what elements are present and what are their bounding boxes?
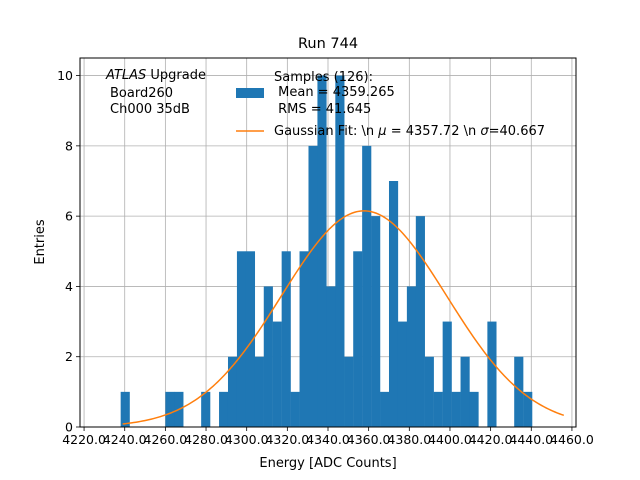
legend-hist-swatch [236, 88, 264, 98]
legend-fit-label: Gaussian Fit: \n μ = 4357.72 \n σ=40.667 [274, 124, 545, 139]
histogram-bar [272, 321, 282, 427]
histogram-bar [281, 251, 291, 427]
annotation-atlas: ATLAS [105, 68, 146, 83]
histogram-bar [326, 286, 336, 427]
legend-fit-sigma-symbol: σ [480, 124, 489, 139]
x-tick-label: 4440.0 [509, 432, 553, 447]
y-axis-title: Entries [33, 219, 48, 265]
histogram-bar [299, 251, 309, 427]
annotation-block: ATLAS Upgrade Board260 Ch000 35dB [105, 68, 206, 117]
legend-hist-line3: RMS = 41.645 [274, 102, 371, 117]
histogram-bar [245, 251, 256, 427]
x-tick-label: 4260.0 [144, 432, 188, 447]
annotation-upgrade: Upgrade [146, 68, 206, 83]
legend: Samples (126): Mean = 4359.265 RMS = 41.… [236, 70, 545, 139]
histogram-bar [514, 356, 524, 427]
histogram-bar [219, 391, 229, 427]
y-axis-ticks: 0 2 4 6 8 10 [57, 68, 80, 435]
svg-text:ATLAS Upgrade: ATLAS Upgrade [105, 68, 206, 83]
legend-fit-sigma-value: =40.667 [489, 124, 545, 139]
legend-fit-mu-symbol: μ [377, 124, 386, 139]
histogram-bar [415, 216, 425, 427]
histogram-bar [433, 391, 443, 427]
annotation-board: Board260 [110, 86, 173, 101]
histogram-bar [451, 391, 461, 427]
histogram-bar [424, 356, 434, 427]
gaussian-fit-curve [122, 210, 565, 425]
histogram-bar [227, 356, 238, 427]
histogram-bar [442, 321, 452, 427]
histogram-bar [353, 251, 363, 427]
histogram-bar [290, 391, 300, 427]
y-tick-label: 0 [65, 420, 73, 435]
histogram-bar [380, 391, 390, 427]
histogram-bar [487, 321, 497, 427]
x-tick-label: 4400.0 [428, 432, 472, 447]
histogram-bar [263, 286, 273, 427]
y-tick-label: 8 [65, 138, 73, 153]
histogram-bar [362, 145, 372, 427]
annotation-channel: Ch000 35dB [110, 102, 190, 117]
histogram-bar [469, 391, 479, 427]
histogram-bar [201, 391, 211, 427]
histogram-bars [120, 75, 533, 428]
x-tick-label: 4460.0 [550, 432, 594, 447]
histogram-bar [335, 75, 345, 428]
histogram-bar [308, 145, 318, 427]
chart-title: Run 744 [298, 36, 358, 52]
histogram-bar [388, 181, 399, 427]
legend-fit-mu-value: = 4357.72 \n [387, 124, 481, 139]
legend-hist-line2: Mean = 4359.265 [274, 85, 395, 100]
histogram-bar [397, 321, 408, 427]
y-tick-label: 6 [65, 209, 73, 224]
histogram-bar [371, 216, 381, 427]
y-tick-label: 4 [65, 279, 73, 294]
x-tick-label: 4280.0 [184, 432, 228, 447]
histogram-bar [317, 75, 327, 428]
histogram-bar [406, 286, 417, 427]
histogram-bar [236, 251, 247, 427]
x-tick-label: 4240.0 [103, 432, 147, 447]
histogram-bar [165, 391, 175, 427]
histogram-bar [523, 391, 533, 427]
y-tick-label: 10 [57, 68, 73, 83]
legend-hist-line1: Samples (126): [274, 70, 373, 85]
histogram-bar [254, 356, 264, 427]
x-tick-label: 4220.0 [62, 432, 106, 447]
y-tick-label: 2 [65, 349, 73, 364]
x-tick-label: 4300.0 [225, 432, 269, 447]
x-tick-label: 4360.0 [347, 432, 391, 447]
histogram-bar [344, 356, 354, 427]
x-tick-label: 4420.0 [469, 432, 513, 447]
x-tick-label: 4320.0 [265, 432, 309, 447]
x-tick-label: 4380.0 [387, 432, 431, 447]
histogram-bar [120, 391, 130, 427]
legend-fit-prefix: Gaussian Fit: \n [274, 124, 378, 139]
histogram-bar [460, 356, 470, 427]
x-axis-ticks: 4220.04240.04260.04280.04300.04320.04340… [62, 427, 594, 447]
x-tick-label: 4340.0 [306, 432, 350, 447]
x-axis-title: Energy [ADC Counts] [259, 456, 396, 471]
